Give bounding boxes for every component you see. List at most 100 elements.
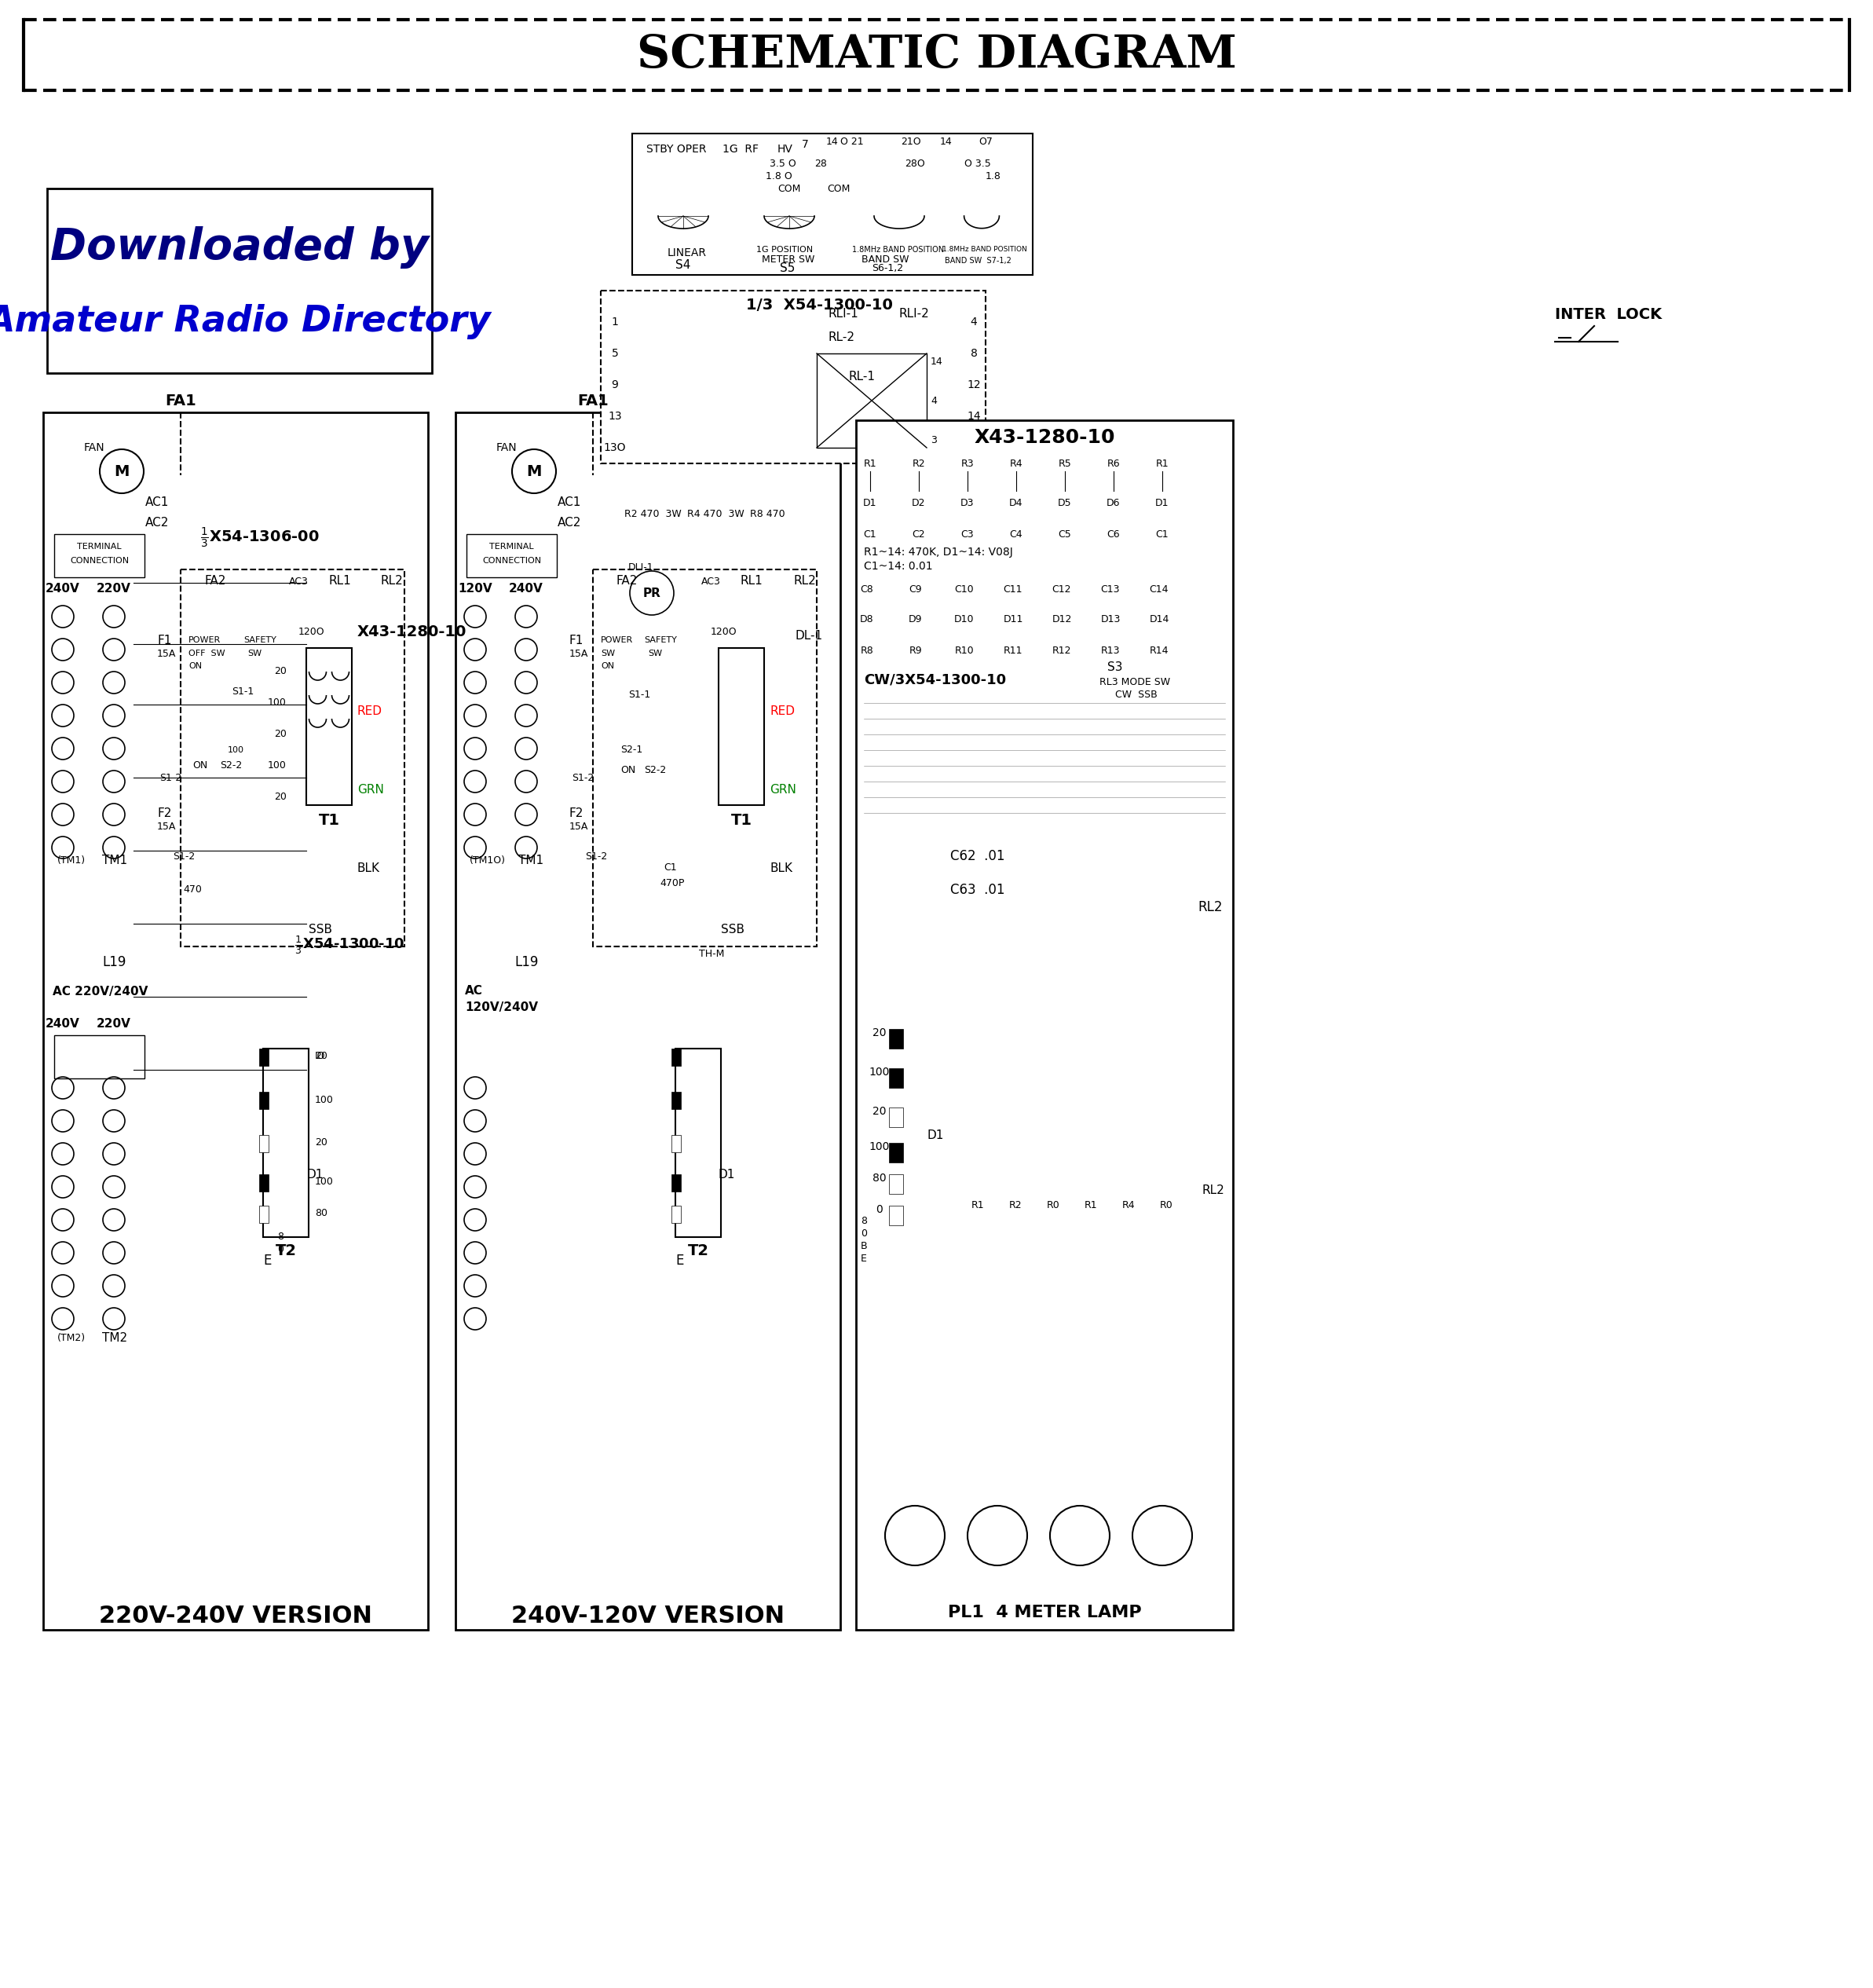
- Text: RL2: RL2: [380, 575, 403, 586]
- Text: 220V-240V VERSION: 220V-240V VERSION: [99, 1604, 373, 1626]
- Bar: [817, 354, 927, 447]
- Text: 80: 80: [315, 1209, 328, 1219]
- Text: D8: D8: [860, 614, 875, 624]
- Bar: [671, 1205, 682, 1223]
- Text: 100: 100: [268, 698, 287, 708]
- Text: 13: 13: [609, 412, 622, 421]
- Text: OFF  SW: OFF SW: [189, 650, 225, 658]
- Text: 21O: 21O: [901, 137, 922, 147]
- Text: RL2: RL2: [1197, 901, 1223, 914]
- Text: D12: D12: [1053, 614, 1071, 624]
- Text: TM1: TM1: [519, 855, 543, 867]
- Text: R3: R3: [961, 459, 974, 469]
- Text: R14: R14: [1150, 646, 1169, 656]
- Text: R1~14: 470K, D1~14: V08J: R1~14: 470K, D1~14: V08J: [863, 547, 1013, 559]
- Bar: [719, 648, 764, 805]
- Bar: [856, 419, 1232, 1630]
- Text: M: M: [114, 463, 129, 479]
- Text: 1: 1: [611, 316, 618, 328]
- Text: 3.5 O: 3.5 O: [770, 159, 796, 169]
- Text: 15A: 15A: [569, 821, 588, 833]
- Text: D14: D14: [1150, 614, 1169, 624]
- Text: S1-2: S1-2: [172, 851, 195, 863]
- Text: 20: 20: [315, 1052, 328, 1062]
- Text: R4: R4: [1010, 459, 1023, 469]
- Text: TERMINAL: TERMINAL: [77, 543, 122, 551]
- Text: FA2: FA2: [204, 575, 225, 586]
- Text: C13: C13: [1101, 584, 1120, 594]
- Text: COM: COM: [777, 183, 800, 193]
- Text: D6: D6: [1107, 497, 1120, 507]
- Text: 220V: 220V: [97, 582, 131, 594]
- Text: TM1: TM1: [103, 855, 127, 867]
- Text: TERMINAL: TERMINAL: [489, 543, 534, 551]
- Text: SSB: SSB: [309, 922, 332, 934]
- Text: 15A: 15A: [157, 821, 176, 833]
- Text: R4: R4: [1122, 1201, 1135, 1211]
- Bar: [455, 412, 841, 1630]
- Text: E: E: [676, 1254, 684, 1268]
- Bar: [594, 569, 817, 946]
- Text: R5: R5: [1058, 459, 1071, 469]
- Text: ON: ON: [620, 765, 635, 775]
- Text: S1-1: S1-1: [627, 690, 650, 700]
- Bar: [671, 1175, 682, 1191]
- Text: C8: C8: [860, 584, 873, 594]
- Text: O7: O7: [978, 137, 993, 147]
- Text: 1.8 O: 1.8 O: [766, 171, 792, 181]
- Text: IO: IO: [315, 1052, 326, 1062]
- Text: E: E: [262, 1254, 272, 1268]
- Text: T1: T1: [730, 813, 751, 829]
- Text: S6-1,2: S6-1,2: [871, 264, 903, 274]
- Text: 80: 80: [873, 1173, 886, 1183]
- Text: C14: C14: [1150, 584, 1169, 594]
- Text: AC1: AC1: [558, 497, 581, 509]
- Text: D9: D9: [908, 614, 923, 624]
- Text: R1: R1: [863, 459, 877, 469]
- Text: O 21: O 21: [841, 137, 863, 147]
- Text: 20: 20: [273, 666, 287, 676]
- Text: RL1: RL1: [740, 575, 762, 586]
- Text: $\frac{1}{3}$X54-1300-10: $\frac{1}{3}$X54-1300-10: [294, 934, 405, 956]
- Text: RLI-2: RLI-2: [899, 308, 929, 320]
- Text: FA1: FA1: [165, 394, 197, 408]
- Text: 28: 28: [815, 159, 826, 169]
- Text: 100: 100: [315, 1177, 333, 1187]
- Text: D1: D1: [863, 497, 877, 507]
- Text: R9: R9: [908, 646, 922, 656]
- Text: C10: C10: [955, 584, 974, 594]
- Bar: [258, 1135, 268, 1153]
- Text: 1/3  X54-1300-10: 1/3 X54-1300-10: [745, 298, 893, 312]
- Text: C3: C3: [961, 529, 974, 539]
- Text: RL2: RL2: [1202, 1185, 1225, 1197]
- Text: R12: R12: [1053, 646, 1071, 656]
- Text: D5: D5: [1058, 497, 1071, 507]
- Text: D4: D4: [1010, 497, 1023, 507]
- Text: S5: S5: [779, 262, 796, 274]
- Bar: [890, 1068, 903, 1087]
- Text: 100: 100: [869, 1141, 890, 1153]
- Text: LINEAR: LINEAR: [667, 247, 706, 258]
- Text: 470P: 470P: [659, 879, 684, 889]
- Text: R1: R1: [1156, 459, 1169, 469]
- Text: S1-2: S1-2: [584, 851, 607, 863]
- Bar: [671, 1091, 682, 1109]
- Text: S1-2: S1-2: [571, 773, 594, 783]
- Text: D13: D13: [1101, 614, 1120, 624]
- Text: DL-1: DL-1: [794, 630, 822, 642]
- Text: STBY OPER: STBY OPER: [646, 143, 706, 155]
- Text: GRN: GRN: [358, 783, 384, 795]
- Bar: [54, 1036, 144, 1077]
- Bar: [307, 648, 352, 805]
- Bar: [258, 1205, 268, 1223]
- Text: 1.8MHz BAND POSITION: 1.8MHz BAND POSITION: [942, 247, 1026, 252]
- Text: S3: S3: [1107, 662, 1122, 674]
- Text: AC: AC: [465, 986, 483, 998]
- Text: C1: C1: [1156, 529, 1169, 539]
- Text: C62  .01: C62 .01: [950, 849, 1004, 863]
- Text: INTER  LOCK: INTER LOCK: [1555, 306, 1661, 322]
- Text: ON: ON: [189, 662, 202, 670]
- Text: GRN: GRN: [770, 783, 796, 795]
- Text: 1.8MHz BAND POSITION: 1.8MHz BAND POSITION: [852, 247, 944, 254]
- Text: (TM1O): (TM1O): [470, 855, 506, 865]
